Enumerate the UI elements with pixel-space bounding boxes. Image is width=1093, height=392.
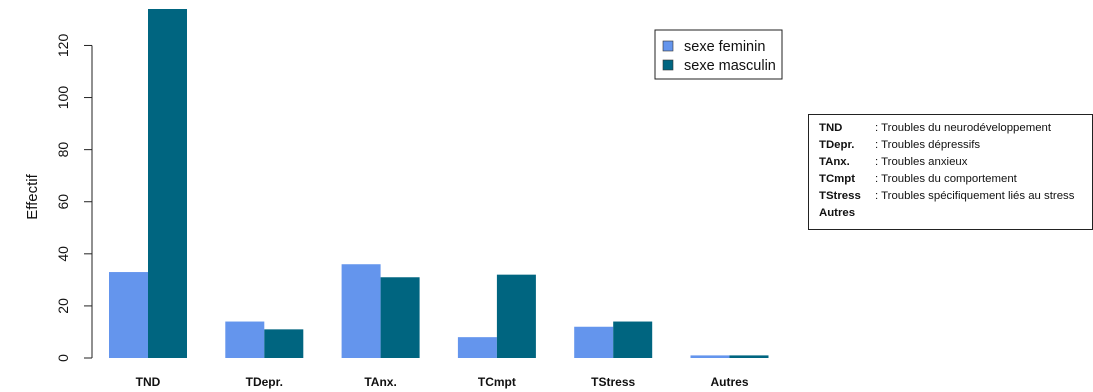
x-tick-label: TDepr. (246, 375, 283, 389)
y-axis: 0 20 40 60 80 100 120 (55, 34, 93, 362)
bar (457, 337, 497, 358)
y-tick-label: 0 (55, 354, 71, 362)
bar (613, 321, 653, 358)
abbreviation-description: : Troubles du neurodéveloppement (875, 122, 1052, 134)
legend-swatch (662, 59, 674, 71)
legend-label: sexe feminin (684, 39, 765, 55)
abbreviation-description: : Troubles dépressifs (875, 139, 981, 151)
abbreviation-code: TND (819, 122, 843, 134)
y-axis-label: Effectif (24, 173, 41, 219)
bar (496, 274, 536, 358)
bar (109, 272, 148, 358)
abbreviation-row: TAnx. : Troubles anxieux (819, 154, 1092, 171)
x-axis-labels: TND TDepr. TAnx. TCmpt TStress Autres (136, 375, 749, 389)
abbreviation-legend: TND : Troubles du neurodéveloppement TDepr… (808, 114, 1093, 230)
abbreviation-row: TND : Troubles du neurodéveloppement (819, 120, 1092, 137)
abbreviation-code: Autres (819, 207, 856, 219)
y-tick-label: 40 (55, 246, 71, 262)
x-tick-label: TStress (591, 375, 635, 389)
x-tick-label: TND (136, 375, 161, 389)
abbreviation-description: : Troubles spécifiquement liés au stress (875, 190, 1075, 202)
y-tick-label: 100 (55, 86, 71, 110)
abbreviation-row: TStress : Troubles spécifiquement liés au… (819, 188, 1092, 205)
abbreviation-row: Autres (819, 205, 1092, 222)
bar (574, 326, 614, 358)
bar (341, 264, 381, 358)
abbreviation-code: TDepr. (819, 139, 855, 151)
abbreviation-row: TCmpt : Troubles du comportement (819, 171, 1092, 188)
bar (148, 9, 187, 358)
legend-box (654, 29, 783, 80)
y-tick-label: 60 (55, 194, 71, 210)
abbreviation-code: TStress (819, 190, 861, 202)
bar (225, 321, 265, 358)
bar (380, 277, 420, 358)
y-tick-label: 120 (55, 34, 71, 58)
abbreviation-row: TDepr. : Troubles dépressifs (819, 137, 1092, 154)
abbreviation-description: : Troubles du comportement (875, 173, 1017, 185)
x-tick-label: TCmpt (478, 375, 516, 389)
bars (109, 9, 769, 358)
legend-label: sexe masculin (684, 58, 776, 74)
bar (690, 355, 730, 358)
abbreviation-code: TCmpt (819, 173, 856, 185)
bar-chart: 0 20 40 60 80 100 120 TND TDepr. TAnx. TCmpt TStre… (24, 9, 783, 389)
y-tick-label: 80 (55, 142, 71, 158)
legend: sexe feminin sexe masculin (654, 29, 783, 80)
abbreviation-code: TAnx. (819, 156, 850, 168)
abbreviation-description: : Troubles anxieux (875, 156, 968, 168)
y-tick-label: 20 (55, 298, 71, 314)
bar (264, 329, 304, 358)
x-tick-label: TAnx. (364, 375, 396, 389)
bar (729, 355, 769, 358)
x-tick-label: Autres (710, 375, 748, 389)
legend-swatch (662, 40, 674, 52)
